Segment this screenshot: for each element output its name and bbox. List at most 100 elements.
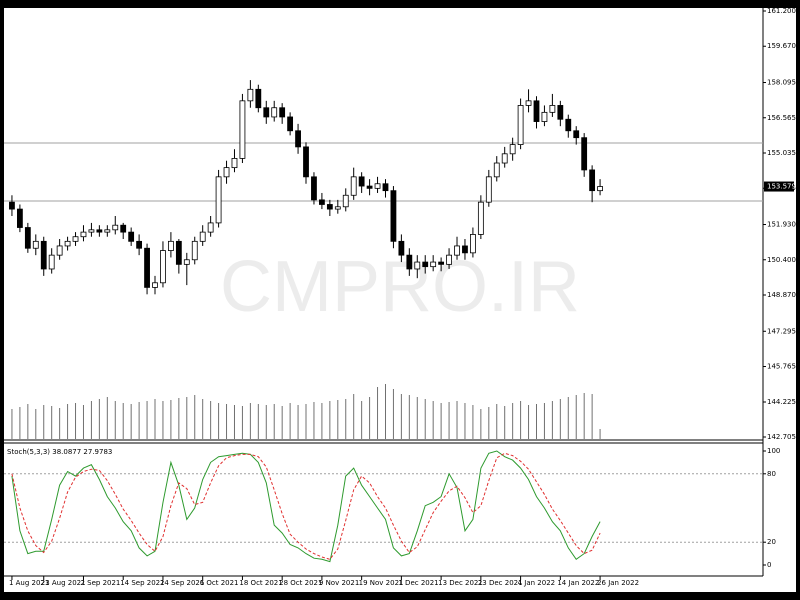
- candle-body: [88, 229, 95, 233]
- candle-body: [104, 229, 111, 233]
- stoch-line: [11, 452, 601, 560]
- candle-body: [493, 162, 500, 178]
- candle-body: [525, 100, 532, 106]
- candle-body: [64, 240, 71, 247]
- candle-body: [342, 194, 349, 208]
- candle-body: [223, 167, 230, 178]
- y-tick-label: 158.095: [767, 79, 796, 87]
- candle-body: [295, 130, 301, 148]
- x-tick-label: 1 Dec 2021: [398, 579, 438, 587]
- candle-body: [128, 231, 135, 242]
- candle-body: [501, 153, 508, 164]
- chart-background: [4, 8, 796, 592]
- candle-body: [183, 259, 190, 265]
- candle-body: [72, 236, 79, 242]
- candle-body: [398, 240, 405, 256]
- x-tick-label: 23 Aug 2021: [41, 579, 86, 587]
- candle-body: [24, 227, 31, 249]
- y-tick-label: 161.200: [767, 7, 796, 15]
- y-tick-label: 148.870: [767, 291, 796, 299]
- candle-body: [573, 130, 580, 139]
- candle-body: [438, 261, 445, 265]
- y-tick-label: 155.035: [767, 149, 796, 157]
- candle-body: [48, 254, 55, 270]
- candle-body: [199, 231, 206, 242]
- x-tick-label: 2 Sep 2021: [80, 579, 120, 587]
- candle-body: [390, 190, 397, 242]
- y-tick-label: 144.225: [767, 398, 796, 406]
- candle-body: [287, 116, 294, 132]
- candle-body: [509, 144, 516, 155]
- x-tick-label: 14 Sep 2021: [120, 579, 164, 587]
- candle-body: [56, 245, 63, 256]
- candle-body: [207, 222, 214, 233]
- candle-body: [597, 186, 603, 192]
- candle-body: [557, 105, 564, 120]
- x-tick-label: 1 Aug 2021: [9, 579, 49, 587]
- candle-body: [136, 240, 143, 249]
- candle-body: [350, 176, 357, 196]
- y-tick-label: 147.295: [767, 327, 796, 335]
- candle-body: [263, 107, 270, 118]
- y-tick-label: 150.400: [767, 256, 796, 264]
- candle-body: [382, 183, 389, 192]
- y-tick-label: 151.930: [767, 221, 796, 229]
- candle-body: [565, 118, 572, 132]
- x-tick-label: 24 Sep 2021: [160, 579, 204, 587]
- candle-body: [191, 240, 198, 261]
- candle-body: [549, 105, 556, 113]
- candle-body: [470, 234, 476, 254]
- candle-body: [168, 240, 174, 251]
- candle-body: [406, 254, 413, 270]
- last-price-label: 153.579: [767, 183, 796, 191]
- candle-body: [454, 245, 460, 256]
- y-tick-label: 142.705: [767, 433, 796, 441]
- indicator-title: Stoch(5,3,3) 38.0877 27.9783: [7, 448, 112, 456]
- candle-body: [96, 229, 103, 233]
- candle-body: [112, 224, 119, 231]
- candle-body: [175, 240, 182, 265]
- x-tick-label: 13 Dec 2021: [438, 579, 483, 587]
- y-tick-label: 20: [767, 538, 776, 546]
- candle-body: [120, 224, 127, 233]
- candle-body: [32, 240, 39, 249]
- candle-body: [279, 107, 286, 118]
- candle-body: [422, 261, 429, 268]
- watermark: CMPRO.IR: [220, 247, 580, 327]
- candle-body: [414, 261, 421, 270]
- candle-body: [311, 176, 317, 201]
- y-tick-label: 0: [767, 561, 771, 569]
- candle-body: [319, 199, 325, 205]
- x-tick-label: 4 Jan 2022: [518, 579, 556, 587]
- y-tick-label: 100: [767, 447, 780, 455]
- candle-body: [231, 158, 238, 169]
- candle-body: [303, 146, 309, 178]
- candle-body: [16, 208, 23, 228]
- x-tick-label: 23 Dec 2021: [478, 579, 523, 587]
- y-tick-label: 159.670: [767, 42, 796, 50]
- candle-body: [477, 201, 484, 235]
- x-tick-label: 28 Oct 2021: [279, 579, 322, 587]
- candle-body: [40, 240, 47, 270]
- candle-body: [152, 282, 158, 288]
- candle-body: [215, 176, 222, 224]
- candle-body: [462, 245, 468, 254]
- candle-body: [334, 206, 341, 210]
- candle-body: [326, 204, 333, 210]
- x-tick-label: 14 Jan 2022: [557, 579, 599, 587]
- x-tick-label: 26 Jan 2022: [597, 579, 639, 587]
- candle-body: [80, 231, 87, 238]
- x-tick-label: 19 Nov 2021: [359, 579, 404, 587]
- x-tick-label: 9 Nov 2021: [319, 579, 359, 587]
- candle-body: [485, 176, 492, 203]
- candle-body: [446, 254, 452, 265]
- candle-body: [9, 201, 15, 210]
- y-tick-label: 156.565: [767, 114, 796, 122]
- candle-body: [430, 261, 437, 268]
- candle-body: [160, 250, 166, 284]
- x-tick-label: 18 Oct 2021: [239, 579, 282, 587]
- candle-body: [581, 137, 588, 171]
- candle-body: [144, 247, 150, 288]
- candle-body: [247, 88, 254, 102]
